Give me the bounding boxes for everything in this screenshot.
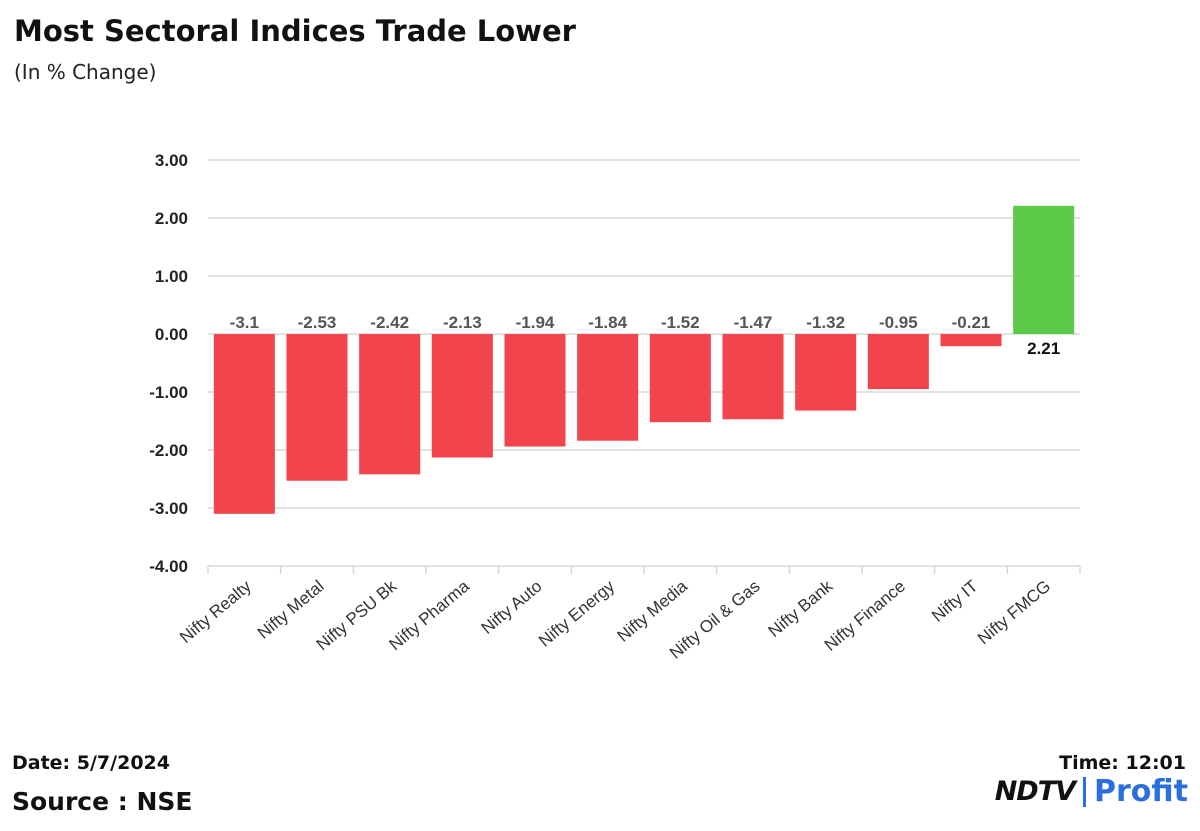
date-label: Date: 5/7/2024: [12, 752, 170, 774]
bar-nifty-oil-gas: [722, 334, 784, 420]
x-tick-label: Nifty Pharma: [385, 576, 473, 654]
bar-nifty-pharma: [431, 334, 493, 458]
x-tick-label: Nifty Finance: [821, 577, 909, 655]
data-label: -1.47: [734, 313, 773, 332]
y-tick-label: 3.00: [155, 151, 188, 170]
y-tick-label: 1.00: [155, 267, 188, 286]
bar-nifty-metal: [286, 334, 348, 481]
data-labels: -3.1 -2.53 -2.42 -2.13 -1.94 -1.84 -1.52 -1.47 -…: [230, 313, 1061, 358]
y-tick-label: -4.00: [149, 557, 188, 576]
x-tick-label: Nifty IT: [928, 577, 981, 626]
logo-divider: [1083, 776, 1087, 807]
x-tick-label: Nifty Metal: [254, 577, 328, 643]
bar-nifty-fmcg: [1013, 205, 1075, 334]
bars: [213, 205, 1075, 514]
y-tick-label: -2.00: [149, 441, 188, 460]
logo-profit-text: Profit: [1094, 774, 1188, 809]
x-tick-label: Nifty Realty: [176, 576, 255, 647]
y-axis-ticks: 3.00 2.00 1.00 0.00 -1.00 -2.00 -3.00 -4.00: [149, 151, 188, 576]
data-label: -1.52: [661, 313, 700, 332]
grid-lines: [207, 159, 1081, 574]
x-tick-label: Nifty Bank: [765, 576, 837, 641]
y-tick-label: 0.00: [155, 325, 188, 344]
bar-nifty-media: [649, 334, 711, 423]
y-tick-label: -3.00: [149, 499, 188, 518]
chart-subtitle: (In % Change): [14, 60, 157, 84]
ndtv-profit-logo: NDTV Profit: [995, 774, 1188, 809]
x-tick-label: Nifty FMCG: [974, 577, 1054, 649]
time-label: Time: 12:01: [1059, 752, 1186, 774]
bar-nifty-it: [940, 334, 1002, 347]
x-tick-label: Nifty Media: [614, 576, 692, 646]
data-label: -2.13: [443, 313, 482, 332]
x-tick-label: Nifty Auto: [478, 577, 546, 638]
logo-ndtv-text: NDTV: [994, 776, 1076, 807]
bar-nifty-auto: [504, 334, 566, 447]
data-label: -1.84: [588, 313, 627, 332]
data-label: -1.94: [516, 313, 555, 332]
bar-nifty-psu-bk: [359, 334, 421, 475]
source-label: Source : NSE: [12, 787, 193, 816]
bar-nifty-finance: [867, 334, 929, 390]
data-label: 2.21: [1027, 339, 1060, 358]
bar-nifty-realty: [213, 334, 275, 514]
data-label: -0.95: [879, 313, 918, 332]
data-label: -2.42: [370, 313, 409, 332]
data-label: -0.21: [952, 313, 991, 332]
data-label: -3.1: [230, 313, 259, 332]
bar-nifty-bank: [795, 334, 857, 411]
data-label: -1.32: [806, 313, 845, 332]
y-tick-label: -1.00: [149, 383, 188, 402]
data-label: -2.53: [298, 313, 337, 332]
bar-nifty-energy: [577, 334, 639, 441]
x-tick-label: Nifty Energy: [535, 576, 619, 650]
y-tick-label: 2.00: [155, 209, 188, 228]
chart-title: Most Sectoral Indices Trade Lower: [14, 14, 576, 48]
